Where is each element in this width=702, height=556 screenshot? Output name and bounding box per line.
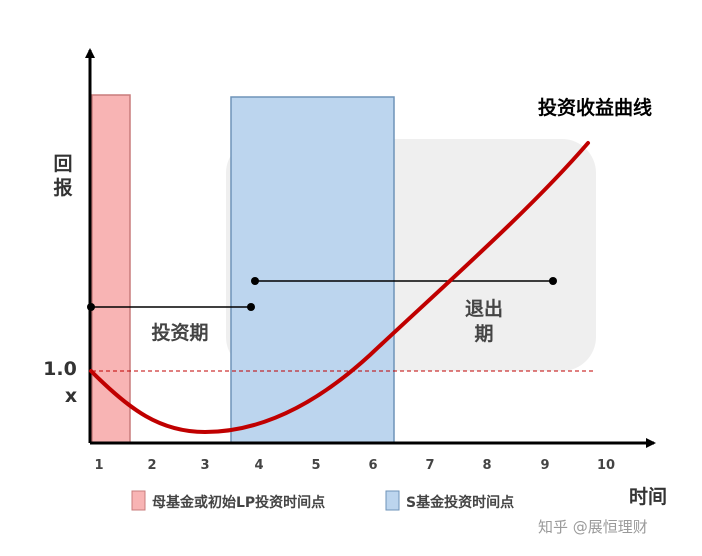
watermark: 知乎 @展恒理财 bbox=[538, 518, 648, 536]
exit-period-end-dot bbox=[549, 277, 557, 285]
x-tick-7: 7 bbox=[425, 458, 434, 473]
x-tick-4: 4 bbox=[254, 458, 263, 473]
x-tick-2: 2 bbox=[147, 458, 156, 473]
y-axis-label-2: 报 bbox=[53, 176, 72, 199]
invest-period-start-dot bbox=[87, 303, 95, 311]
x-axis-label: 时间 bbox=[629, 486, 667, 508]
invest-period-label: 投资期 bbox=[151, 321, 208, 344]
lp-investment-band bbox=[91, 94, 131, 444]
baseline-label-1: 1.0 bbox=[43, 358, 77, 380]
s-fund-investment-band bbox=[230, 96, 395, 444]
baseline-label-2: x bbox=[65, 385, 77, 407]
legend-label-s-fund: S基金投资时间点 bbox=[406, 494, 514, 511]
x-tick-8: 8 bbox=[482, 458, 491, 473]
x-tick-6: 6 bbox=[368, 458, 377, 473]
x-tick-labels: 1 2 3 4 5 6 7 8 9 10 bbox=[94, 458, 615, 473]
x-tick-9: 9 bbox=[540, 458, 549, 473]
exit-period-label-2: 期 bbox=[474, 323, 493, 345]
legend-swatch-s-fund bbox=[385, 490, 400, 511]
curve-label: 投资收益曲线 bbox=[538, 96, 652, 119]
x-tick-10: 10 bbox=[597, 458, 615, 473]
legend-swatch-lp bbox=[131, 490, 146, 511]
exit-period-start-dot bbox=[251, 277, 259, 285]
invest-period-end-dot bbox=[247, 303, 255, 311]
exit-period-label-1: 退出 bbox=[465, 297, 503, 320]
x-tick-5: 5 bbox=[311, 458, 320, 473]
x-tick-3: 3 bbox=[200, 458, 209, 473]
return-curve bbox=[89, 141, 590, 435]
legend-label-lp: 母基金或初始LP投资时间点 bbox=[152, 494, 325, 511]
x-tick-1: 1 bbox=[94, 458, 103, 473]
y-axis-label-1: 回 bbox=[53, 153, 72, 175]
